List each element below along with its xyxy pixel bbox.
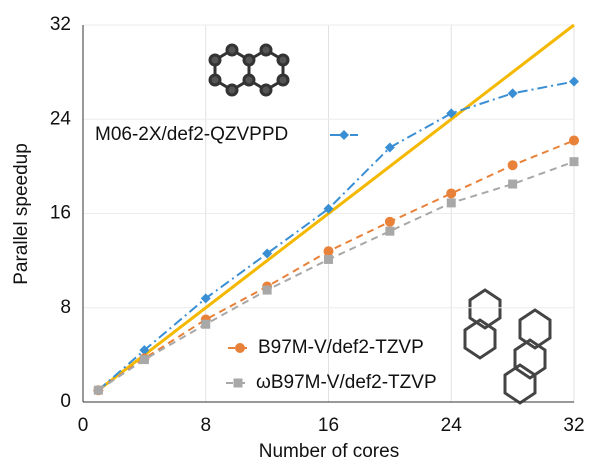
marker xyxy=(569,135,579,146)
y-tick-label: 32 xyxy=(50,14,71,35)
marker xyxy=(201,319,211,329)
marker xyxy=(139,355,149,365)
x-tick-label: 24 xyxy=(441,415,463,436)
y-tick-label: 8 xyxy=(60,297,71,318)
marker xyxy=(446,188,457,199)
x-tick-label: 32 xyxy=(563,415,584,436)
marker xyxy=(569,76,579,87)
legend-label: M06-2X/def2-QZVPPD xyxy=(95,124,288,145)
marker xyxy=(200,293,211,304)
legend-label: ωB97M-V/def2-TZVP xyxy=(256,372,437,393)
y-tick-label: 16 xyxy=(50,203,71,224)
legend-marker xyxy=(233,378,243,388)
molecule-dimer xyxy=(463,288,552,405)
x-axis-label: Number of cores xyxy=(259,441,399,462)
marker xyxy=(323,246,334,257)
marker xyxy=(324,254,333,264)
marker xyxy=(139,345,150,356)
marker xyxy=(384,142,395,153)
legend-label: B97M-V/def2-TZVP xyxy=(258,337,424,358)
y-tick-label: 0 xyxy=(60,391,71,412)
marker xyxy=(93,385,103,395)
y-axis-label: Parallel speedup xyxy=(11,143,32,285)
marker xyxy=(262,248,273,259)
x-tick-label: 0 xyxy=(78,415,89,436)
y-tick-label: 24 xyxy=(50,108,72,129)
marker xyxy=(569,157,579,167)
legend-marker xyxy=(339,130,349,140)
series-line xyxy=(97,23,575,392)
marker xyxy=(446,108,457,119)
marker xyxy=(385,226,395,236)
marker xyxy=(507,160,518,171)
marker xyxy=(507,88,518,99)
x-tick-label: 16 xyxy=(318,415,339,436)
marker xyxy=(508,179,518,189)
marker xyxy=(323,203,334,214)
molecule-naphthalene xyxy=(208,43,290,97)
marker xyxy=(384,216,395,227)
legend-marker xyxy=(235,343,245,353)
x-tick-label: 8 xyxy=(200,415,211,436)
marker xyxy=(446,198,456,208)
marker xyxy=(262,285,272,295)
series-line xyxy=(97,80,575,391)
